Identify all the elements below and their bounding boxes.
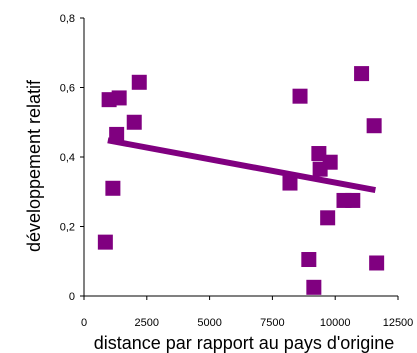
data-point bbox=[97, 234, 113, 250]
data-point bbox=[105, 180, 121, 196]
data-point bbox=[111, 90, 127, 106]
data-point bbox=[369, 255, 385, 271]
x-tick-label: 7500 bbox=[260, 317, 284, 329]
data-point bbox=[366, 118, 382, 134]
x-tick-label: 12500 bbox=[383, 317, 414, 329]
trendline bbox=[107, 137, 376, 193]
y-axis: 0 0,2 0,4 0,6 0,8 bbox=[60, 13, 85, 303]
data-point bbox=[301, 252, 317, 268]
x-tick-label: 5000 bbox=[197, 317, 221, 329]
y-tick-label: 0,8 bbox=[60, 13, 75, 25]
data-point bbox=[345, 192, 361, 208]
data-point bbox=[322, 154, 338, 170]
y-tick-label: 0 bbox=[69, 291, 75, 303]
points-group bbox=[97, 66, 385, 295]
x-tick-label: 10000 bbox=[320, 317, 351, 329]
y-tick-label: 0,2 bbox=[60, 222, 75, 234]
x-axis-title: distance par rapport au pays d'origine bbox=[94, 333, 395, 353]
data-point bbox=[306, 279, 322, 295]
y-tick-label: 0,6 bbox=[60, 83, 75, 95]
y-axis-title: développement relatif bbox=[24, 79, 44, 252]
x-tick-label: 2500 bbox=[135, 317, 159, 329]
data-point bbox=[131, 74, 147, 90]
trendline-group bbox=[107, 137, 376, 193]
data-point bbox=[320, 210, 336, 226]
data-point bbox=[354, 66, 370, 82]
data-point bbox=[311, 146, 327, 162]
data-point bbox=[282, 175, 298, 191]
data-point bbox=[126, 114, 142, 130]
y-tick-label: 0,4 bbox=[60, 152, 75, 164]
data-point bbox=[109, 126, 125, 142]
x-tick-label: 0 bbox=[81, 317, 87, 329]
x-axis: 0 2500 5000 7500 10000 12500 bbox=[81, 295, 414, 329]
data-point bbox=[292, 88, 308, 104]
